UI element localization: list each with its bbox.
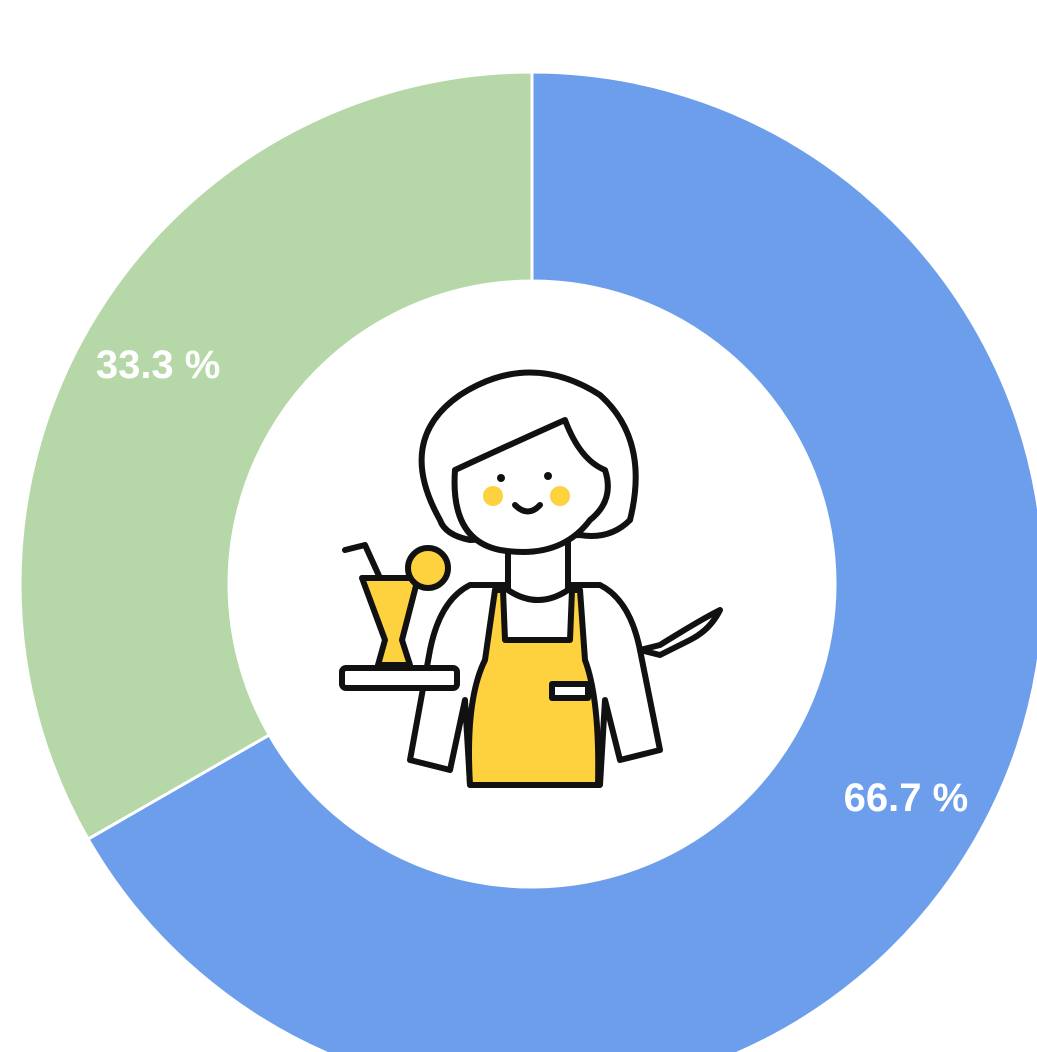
value-label: 33.3 % [96, 343, 221, 387]
value-label: 66.7 % [844, 776, 969, 820]
chart: 66.7 % 33.3 % [0, 0, 1037, 1052]
